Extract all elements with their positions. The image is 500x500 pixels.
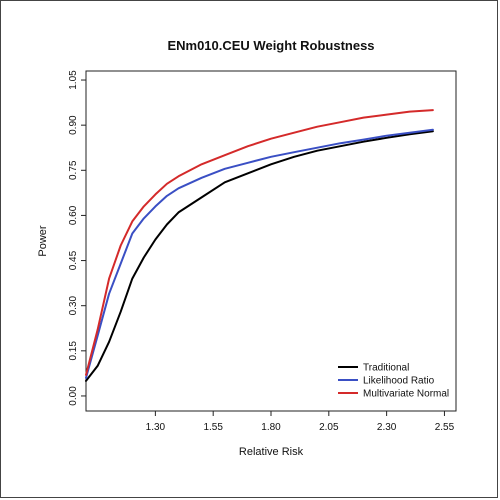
x-tick-label: 1.30 [146, 422, 166, 433]
y-tick-label: 0.45 [68, 250, 79, 270]
y-tick-label: 0.30 [68, 296, 79, 316]
y-axis: 0.00 0.15 0.30 0.45 0.60 0.75 0.90 1.05 [68, 70, 86, 406]
x-tick-label: 2.05 [319, 422, 339, 433]
series-line-1 [85, 128, 434, 379]
y-axis-label: Power [37, 225, 49, 257]
legend-label-2: Multivariate Normal [363, 389, 449, 400]
legend-label-1: Likelihood Ratio [363, 376, 435, 387]
x-axis: 1.30 1.55 1.80 2.05 2.30 2.55 [146, 411, 455, 433]
y-tick-label: 0.60 [68, 205, 79, 225]
x-tick-label: 1.80 [261, 422, 281, 433]
y-tick-label: 0.15 [68, 341, 79, 361]
legend: Traditional Likelihood Ratio Multivariate … [338, 363, 449, 400]
y-tick-label: 1.05 [68, 70, 79, 90]
series-line-0 [85, 130, 434, 382]
plot-area-border [85, 70, 457, 412]
x-tick-label: 1.55 [203, 422, 223, 433]
legend-label-0: Traditional [363, 363, 409, 374]
chart-title: ENm010.CEU Weight Robustness [167, 38, 374, 53]
series-line-2 [85, 109, 434, 376]
series-lines [85, 109, 434, 382]
y-tick-label: 0.75 [68, 160, 79, 180]
y-tick-label: 0.90 [68, 115, 79, 135]
x-axis-label: Relative Risk [239, 446, 304, 458]
x-tick-label: 2.30 [377, 422, 397, 433]
y-tick-label: 0.00 [68, 386, 79, 406]
x-tick-label: 2.55 [435, 422, 455, 433]
